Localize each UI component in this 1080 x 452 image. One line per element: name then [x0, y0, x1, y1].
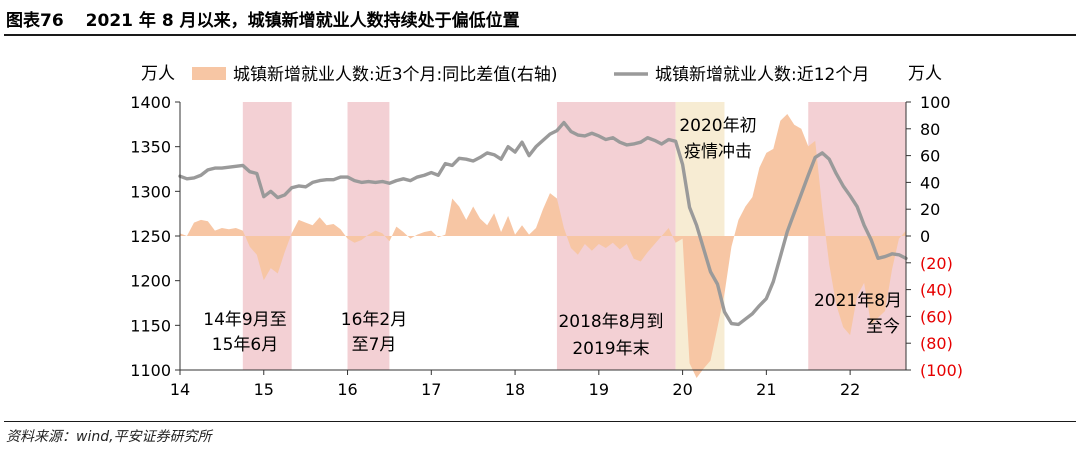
- figure-number: 图表76: [6, 11, 64, 31]
- legend-line-label: 城镇新增就业人数:近12个月: [655, 65, 869, 85]
- left-tick-label: 1100: [130, 361, 171, 380]
- left-tick-label: 1350: [130, 138, 171, 157]
- right-tick-label: (40): [920, 281, 953, 300]
- period-label-3-line-2: 2019年末: [572, 339, 649, 359]
- legend: 城镇新增就业人数:近3个月:同比差值(右轴) 城镇新增就业人数:近12个月: [192, 65, 869, 85]
- x-tick-label: 17: [421, 380, 441, 399]
- employment-12m-line: [178, 120, 908, 327]
- x-tick-label: 21: [756, 380, 776, 399]
- right-tick-label: 100: [920, 93, 951, 112]
- source-divider: [4, 421, 1076, 422]
- period-label-1-line-2: 15年6月: [212, 335, 278, 355]
- x-tick-label: 16: [337, 380, 357, 399]
- x-tick-label: 15: [254, 380, 274, 399]
- right-tick-label: (60): [920, 307, 953, 326]
- right-tick-label: 40: [920, 173, 940, 192]
- period-label-3-line-1: 2018年8月到: [558, 312, 663, 332]
- period-label-2-line-1: 16年2月: [341, 310, 407, 330]
- right-tick-label: 80: [920, 120, 940, 139]
- right-tick-label: (80): [920, 334, 953, 353]
- title-divider: [4, 34, 1076, 36]
- source-note: 资料来源：wind,平安证券研究所: [6, 429, 212, 445]
- left-tick-label: 1200: [130, 272, 171, 291]
- period-label-5-line-1: 2021年8月: [814, 291, 902, 311]
- right-tick-label: 20: [920, 200, 940, 219]
- x-tick-label: 14: [170, 380, 190, 399]
- left-tick-label: 1400: [130, 93, 171, 112]
- left-tick-label: 1250: [130, 227, 171, 246]
- period-label-2-line-2: 至7月: [352, 335, 397, 355]
- period-label-5-line-2: 至今: [866, 317, 900, 337]
- axes: 1400 1350 1300 1250 1200 1150 1100 100 80 60 40 20 0…: [130, 64, 963, 399]
- right-tick-label: (100): [920, 361, 963, 380]
- legend-area-swatch: [192, 67, 226, 80]
- right-tick-label: (20): [920, 254, 953, 273]
- period-label-4-line-2: 疫情冲击: [684, 142, 752, 162]
- x-tick-label: 19: [589, 380, 609, 399]
- employment-line-series: [178, 120, 908, 327]
- period-label-1-line-1: 14年9月至: [203, 310, 286, 330]
- left-tick-label: 1150: [130, 316, 171, 335]
- right-tick-label: 0: [920, 227, 930, 246]
- x-tick-label: 20: [672, 380, 692, 399]
- x-tick-label: 22: [840, 380, 860, 399]
- x-tick-label: 18: [505, 380, 525, 399]
- legend-area-label: 城镇新增就业人数:近3个月:同比差值(右轴): [233, 65, 558, 85]
- left-axis-unit: 万人: [141, 64, 175, 84]
- right-axis-unit: 万人: [908, 64, 942, 84]
- chart-title: 图表76 2021 年 8 月以来，城镇新增就业人数持续处于偏低位置: [6, 6, 520, 31]
- right-tick-label: 60: [920, 147, 940, 166]
- period-label-4-line-1: 2020年初: [679, 116, 756, 136]
- left-tick-label: 1300: [130, 182, 171, 201]
- figure-title: 2021 年 8 月以来，城镇新增就业人数持续处于偏低位置: [85, 11, 520, 31]
